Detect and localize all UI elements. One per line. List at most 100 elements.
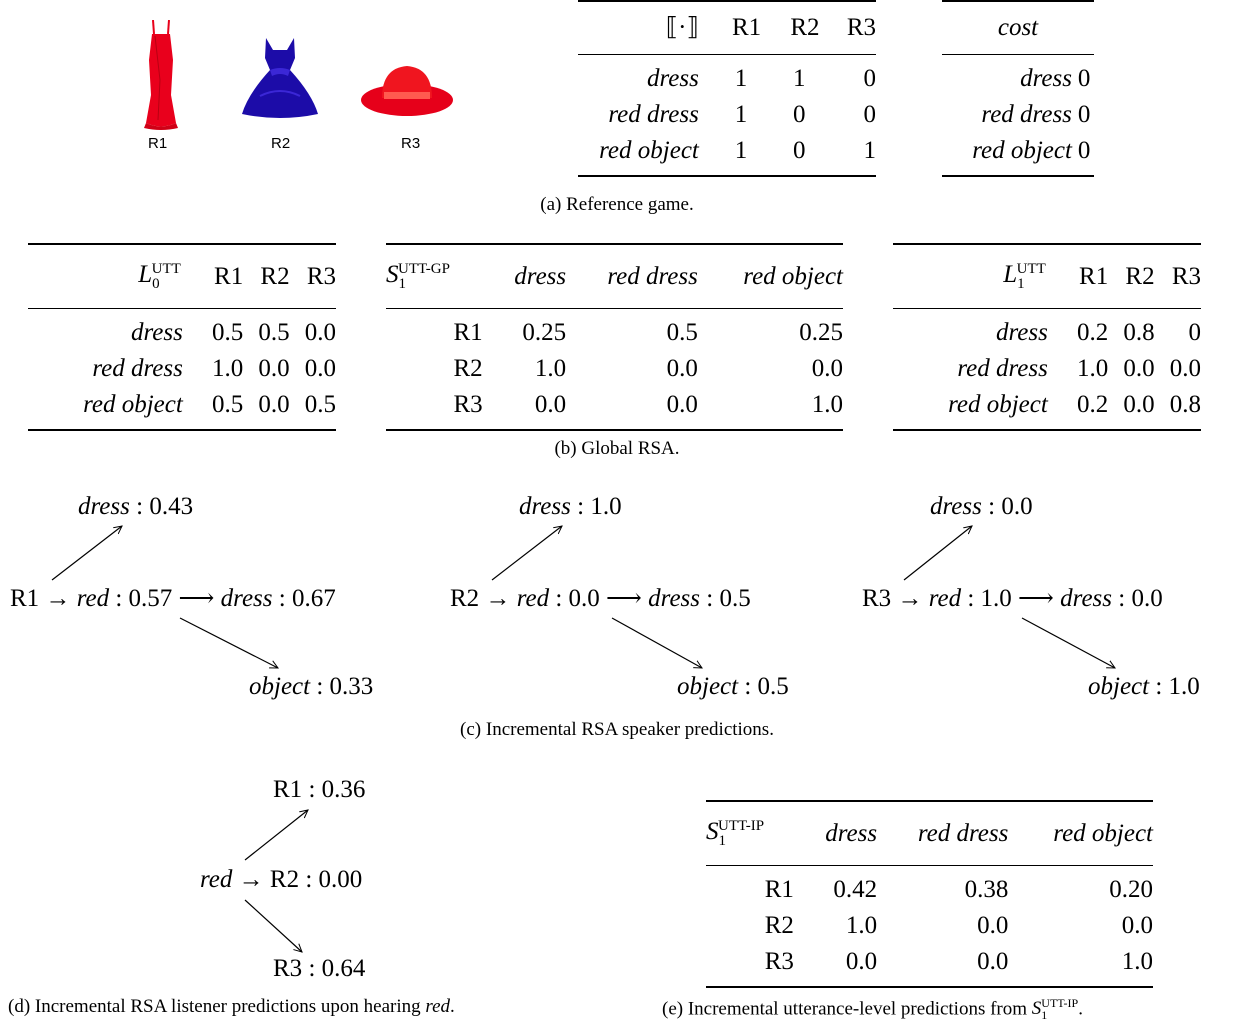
l1-table: L1UTT R1 R2 R3 dress 0.2 0.8 0 red dress 1.0…: [893, 243, 1201, 432]
tree2-main-line: R2 → red : 0.0 ⟶ dress : 0.5: [450, 585, 751, 612]
cell: 1.0: [845, 912, 878, 940]
cell: 1.0: [811, 391, 843, 419]
cell: 0.5: [304, 391, 336, 419]
col-header: R2: [790, 14, 820, 41]
col-header: dress: [514, 262, 567, 290]
col-header: red object: [1053, 819, 1153, 847]
cell: 0.0: [845, 948, 878, 976]
cell: 1.0: [211, 355, 244, 383]
s1-ip-table: S1UTT-IP dress red dress red object R1 0.…: [706, 800, 1153, 989]
table-row: red dress 1 0 0: [578, 97, 876, 133]
table-row: dress 0: [942, 55, 1094, 98]
row-label: red dress: [92, 355, 183, 383]
cell: 0.5: [258, 319, 290, 347]
semantics-corner: ⟦·⟧: [665, 14, 699, 41]
table-row: R2 1.0 0.0 0.0: [706, 908, 1153, 944]
col-header: red dress: [607, 262, 698, 290]
s1-gp-table: S1UTT-GP dress red dress red object R1 0.…: [386, 243, 844, 432]
cell: 1: [734, 101, 748, 128]
col-header: dress: [825, 819, 878, 847]
row-label: dress: [1020, 65, 1072, 92]
cell: 0.0: [304, 319, 336, 347]
image-label-r3: R3: [401, 135, 421, 152]
row-label: R2: [764, 912, 794, 940]
cell: 1.0: [534, 355, 567, 383]
cell: 0.0: [1123, 355, 1155, 383]
cell: 1: [793, 65, 806, 92]
cell: 0: [863, 65, 877, 92]
caption-b: (b) Global RSA.: [554, 438, 680, 459]
table-row: dress 0.2 0.8 0: [893, 309, 1201, 352]
col-header: R2: [260, 262, 290, 290]
tree1-main-line: R1 → red : 0.57 ⟶ dress : 0.67: [10, 585, 336, 612]
caption-c: (c) Incremental RSA speaker predictions.: [460, 719, 774, 740]
table-row: R3 0.0 0.0 1.0: [386, 387, 844, 430]
listener-r1-node: R1 : 0.36: [273, 776, 366, 803]
cell: 0.5: [211, 319, 244, 347]
cell: 1.0: [1121, 948, 1153, 976]
cell: 0.8: [1123, 319, 1155, 347]
col-header: R1: [732, 14, 762, 41]
row-label: R3: [453, 391, 483, 419]
row-label: dress: [647, 65, 699, 92]
tree2-dress-node: dress : 1.0: [519, 493, 622, 520]
caption-e: (e) Incremental utterance-level predicti…: [662, 996, 1083, 1023]
table-row: red dress 0: [942, 97, 1094, 133]
cell: 0.25: [799, 319, 843, 347]
col-header: R3: [846, 14, 876, 41]
table-row: R1 0.42 0.38 0.20: [706, 866, 1153, 909]
table-row: red object 0.5 0.0 0.5: [28, 387, 336, 430]
cell: 0.25: [522, 319, 567, 347]
col-header: red object: [743, 262, 843, 290]
tree2-object-node: object : 0.5: [677, 673, 789, 700]
table-row: red dress 1.0 0.0 0.0: [893, 351, 1201, 387]
cell: 0.0: [258, 391, 290, 419]
table-row: R2 1.0 0.0 0.0: [386, 351, 844, 387]
l0-table: L0UTT R1 R2 R3 dress 0.5 0.5 0.0 red dress 1…: [28, 243, 336, 432]
cell: 0.2: [1076, 391, 1109, 419]
row-label: dress: [995, 319, 1048, 347]
table-row: R1 0.25 0.5 0.25: [386, 309, 844, 352]
cost-header: cost: [997, 14, 1039, 41]
table-row: dress 1 1 0: [578, 55, 876, 98]
caption-d: (d) Incremental RSA listener predictions…: [8, 996, 455, 1017]
cell: 0: [1077, 65, 1091, 92]
row-label: red dress: [981, 101, 1072, 128]
cell: 1.0: [1076, 355, 1109, 383]
cell: 0: [793, 101, 806, 128]
cell: 0.20: [1109, 876, 1153, 904]
cell: 0.42: [833, 876, 878, 904]
row-label: R1: [764, 876, 794, 904]
cell: 0.0: [977, 912, 1009, 940]
cell: 0: [1077, 101, 1091, 128]
l1-symbol: L1UTT: [1003, 261, 1046, 293]
cell: 1: [863, 137, 877, 164]
cell: 0.0: [534, 391, 567, 419]
row-label: red object: [599, 137, 699, 164]
tree3-object-node: object : 1.0: [1088, 673, 1200, 700]
cell: 0.0: [666, 391, 698, 419]
col-header: R3: [1171, 262, 1201, 290]
cell: 0.38: [964, 876, 1009, 904]
cell: 1: [734, 137, 748, 164]
row-label: red object: [972, 137, 1072, 164]
table-row: R3 0.0 0.0 1.0: [706, 944, 1153, 987]
cell: 0.5: [666, 319, 698, 347]
table-row: red object 0: [942, 133, 1094, 176]
tree1-dress-node: dress : 0.43: [78, 493, 194, 520]
row-label: red object: [948, 391, 1048, 419]
cell: 0: [1077, 137, 1091, 164]
row-label: R2: [453, 355, 483, 383]
col-header: R1: [214, 262, 244, 290]
row-label: red object: [83, 391, 183, 419]
s1-gp-symbol: S1UTT-GP: [386, 261, 450, 293]
caption-a: (a) Reference game.: [540, 194, 694, 215]
l0-symbol: L0UTT: [138, 261, 181, 293]
table-row: red object 0.2 0.0 0.8: [893, 387, 1201, 430]
cell: 0: [863, 101, 877, 128]
cell: 0.0: [977, 948, 1009, 976]
cell: 0.5: [211, 391, 244, 419]
cell: 0: [1188, 319, 1202, 347]
cell: 0.2: [1076, 319, 1109, 347]
